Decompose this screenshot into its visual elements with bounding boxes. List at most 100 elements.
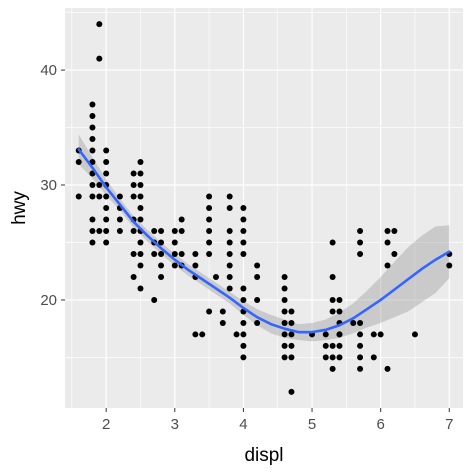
data-point — [384, 239, 391, 246]
data-point — [103, 193, 110, 200]
data-point — [178, 250, 185, 257]
data-point — [322, 354, 329, 361]
data-point — [288, 388, 295, 395]
y-axis: 20 30 40 — [40, 62, 65, 309]
data-point — [281, 296, 288, 303]
data-point — [357, 250, 364, 257]
data-point — [240, 342, 247, 349]
data-point — [240, 239, 247, 246]
data-point — [329, 342, 336, 349]
data-point — [254, 273, 261, 280]
smooth-line-layer — [77, 148, 451, 334]
data-point — [96, 182, 103, 189]
y-axis-title: hwy — [9, 191, 30, 225]
data-point — [89, 193, 96, 200]
data-point — [336, 342, 343, 349]
data-point — [103, 227, 110, 234]
data-point — [329, 354, 336, 361]
data-point — [288, 331, 295, 338]
data-point — [89, 136, 96, 143]
data-point — [192, 331, 199, 338]
data-point — [116, 216, 123, 223]
x-tick-label: 4 — [239, 416, 247, 433]
data-point — [336, 296, 343, 303]
data-point — [357, 354, 364, 361]
data-point — [96, 21, 103, 28]
data-point — [322, 342, 329, 349]
data-point — [192, 262, 199, 269]
data-point — [89, 147, 96, 154]
data-point — [130, 182, 137, 189]
data-point — [329, 365, 336, 372]
data-point — [192, 250, 199, 257]
data-point — [178, 227, 185, 234]
data-point — [281, 319, 288, 326]
data-point — [240, 296, 247, 303]
data-point — [391, 227, 398, 234]
data-point — [350, 319, 357, 326]
y-tick-label: 20 — [40, 292, 57, 309]
data-point — [288, 308, 295, 315]
data-point — [322, 331, 329, 338]
smooth-line — [77, 148, 451, 334]
data-point — [96, 193, 103, 200]
data-point — [281, 308, 288, 315]
data-point — [281, 273, 288, 280]
data-point — [240, 319, 247, 326]
data-point — [240, 205, 247, 211]
data-point — [281, 331, 288, 338]
data-point — [206, 216, 213, 223]
data-point — [137, 262, 144, 269]
data-point — [89, 216, 96, 223]
plot-panel — [65, 8, 463, 408]
data-point — [206, 193, 213, 200]
data-point — [377, 331, 384, 338]
data-point — [446, 262, 453, 269]
data-point — [130, 250, 137, 257]
data-point — [212, 273, 219, 280]
data-point — [336, 331, 343, 338]
data-point — [254, 262, 261, 269]
data-point — [206, 205, 213, 211]
data-point — [370, 354, 377, 361]
data-point — [357, 239, 364, 246]
data-point — [206, 308, 213, 315]
data-point — [370, 331, 377, 338]
data-point — [206, 227, 213, 234]
data-point — [137, 239, 144, 246]
x-axis: 2 3 4 5 6 7 — [102, 408, 453, 433]
data-point — [130, 227, 137, 234]
confidence-ribbon-layer — [78, 134, 450, 342]
data-point — [158, 239, 165, 246]
data-point — [288, 342, 295, 349]
data-point — [357, 227, 364, 234]
data-point — [357, 342, 364, 349]
data-point — [226, 285, 233, 292]
data-point — [226, 262, 233, 269]
data-point — [384, 262, 391, 269]
data-point — [137, 250, 144, 257]
data-point — [233, 331, 240, 338]
data-point — [199, 331, 206, 338]
data-point — [171, 250, 178, 257]
data-point — [137, 170, 144, 177]
data-point — [89, 113, 96, 120]
data-point — [137, 182, 144, 189]
data-point — [329, 308, 336, 315]
data-point — [89, 124, 96, 131]
data-point — [151, 250, 158, 257]
data-point — [130, 193, 137, 200]
data-point — [329, 296, 336, 303]
data-point — [75, 193, 82, 200]
data-point — [137, 216, 144, 223]
data-point — [240, 227, 247, 234]
data-point — [103, 147, 110, 154]
data-point — [288, 354, 295, 361]
data-point — [281, 354, 288, 361]
data-point — [254, 319, 261, 326]
data-point — [75, 159, 82, 166]
data-point — [391, 250, 398, 257]
x-tick-label: 7 — [445, 416, 453, 433]
data-point — [226, 239, 233, 246]
